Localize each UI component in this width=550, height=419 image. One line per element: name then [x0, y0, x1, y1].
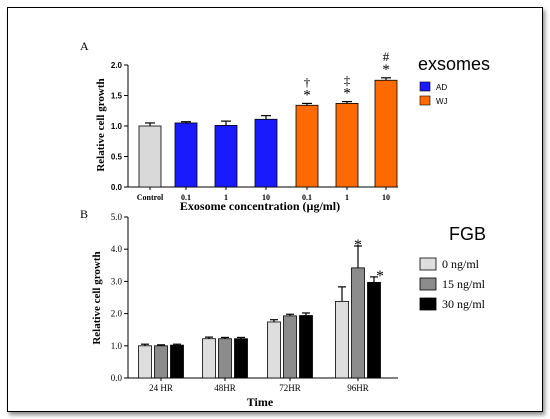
- panel-b-bar: [283, 315, 297, 379]
- panel-b-legend-label: 30 ng/ml: [442, 297, 486, 311]
- panel-b-y-tick-label: 2.0: [111, 309, 123, 319]
- panel-a-significance-mark: #: [383, 49, 390, 64]
- panel-b-letter: B: [80, 207, 88, 221]
- panel-a-significance-mark: ‡: [344, 73, 351, 88]
- panel-a-bar: [295, 104, 319, 188]
- panel-a-x-tick-label: 10: [382, 193, 390, 202]
- panel-b-bar: [335, 300, 349, 379]
- panel-b-x-tick-label: 24 HR: [149, 383, 173, 393]
- panel-a-bar: [335, 103, 359, 188]
- panel-a-x-tick-label: 1: [224, 193, 228, 202]
- panel-a-x-tick-label: Control: [137, 193, 164, 202]
- panel-b-bar: [267, 321, 281, 379]
- panel-b-x-tick-label: 48HR: [214, 383, 236, 393]
- panel-b-bar: [234, 338, 248, 379]
- panel-a-bar: [174, 122, 198, 188]
- panel-b-y-tick-label: 5.0: [111, 212, 123, 222]
- panel-a-significance-mark: †: [304, 74, 311, 89]
- panel-a-legend-title: exsomes: [418, 54, 490, 74]
- panel-b-y-tick-label: 3.0: [111, 276, 123, 286]
- panel-a-significance-mark: *: [303, 87, 311, 103]
- panel-a-bar: [138, 125, 162, 188]
- panel-a-significance-mark: *: [343, 86, 351, 102]
- panel-a-legend: AD WJ: [419, 81, 448, 106]
- panel-a-x-tick-label: 10: [262, 193, 270, 202]
- panel-a-legend-swatch: [419, 81, 431, 92]
- panel-b-bar: [299, 315, 313, 379]
- panel-b-bar: [170, 344, 184, 379]
- panel-b-bar: [138, 345, 152, 379]
- panel-b-bar: [367, 281, 381, 379]
- panel-b-bar: [154, 345, 168, 379]
- panel-b-legend-swatch: [419, 257, 437, 271]
- panel-b-x-tick-label: 96HR: [347, 383, 369, 393]
- panel-a-significance-mark: *: [382, 62, 390, 78]
- panel-a-y-tick-label: 1.5: [111, 92, 123, 101]
- panel-b-bar: [351, 267, 365, 379]
- panel-a-xlabel: Exosome concentration (µg/ml): [180, 199, 340, 213]
- panel-b-legend-title: FGB: [449, 224, 486, 244]
- panel-b-y-tick-label: 1.0: [111, 341, 123, 351]
- panel-a-legend-label: AD: [436, 83, 447, 92]
- panel-b-xlabel: Time: [247, 395, 274, 409]
- panel-b-bar: [202, 338, 216, 379]
- panel-b-bar: [218, 338, 232, 379]
- panel-b-y-tick-label: 4.0: [111, 244, 123, 254]
- panel-a-y-tick-label: 1.0: [111, 122, 123, 131]
- panel-a-ylabel: Relative cell growth: [95, 78, 107, 171]
- panel-b-legend-label: 0 ng/ml: [442, 257, 480, 271]
- panel-b-plot: 0.0 1.0 2.0 3.0 4.0 5.0 24 HR 48HR 72HR 96HR * *: [111, 212, 398, 393]
- panel-b-legend: 0 ng/ml 15 ng/ml 30 ng/ml: [419, 257, 486, 311]
- panel-b-y-tick-label: 0.0: [111, 373, 123, 383]
- panel-a-legend-swatch: [419, 95, 431, 106]
- panel-a-y-tick-label: 0.0: [111, 183, 123, 192]
- panel-b-legend-label: 15 ng/ml: [442, 277, 486, 291]
- panel-a-bar: [254, 118, 278, 188]
- panel-a-letter: A: [80, 39, 89, 53]
- panel-b-x-tick-label: 72HR: [279, 383, 301, 393]
- panel-a-bar: [374, 79, 398, 188]
- panel-a-y-tick-label: 2.0: [111, 61, 123, 70]
- panel-b-legend-swatch: [419, 297, 437, 311]
- panel-a-y-tick-label: 0.5: [111, 153, 123, 162]
- panel-a-bar: [214, 124, 238, 188]
- panel-a-legend-label: WJ: [436, 97, 448, 106]
- panel-b-significance-mark: *: [354, 237, 362, 254]
- panel-b-ylabel: Relative cell growth: [91, 251, 103, 344]
- panel-a-x-tick-label: 0.1: [181, 193, 191, 202]
- panel-a-x-tick-label: 0.1: [302, 193, 312, 202]
- panel-a-x-tick-label: 1: [345, 193, 349, 202]
- panel-b-significance-mark: *: [376, 268, 384, 285]
- panel-b-legend-swatch: [419, 277, 437, 291]
